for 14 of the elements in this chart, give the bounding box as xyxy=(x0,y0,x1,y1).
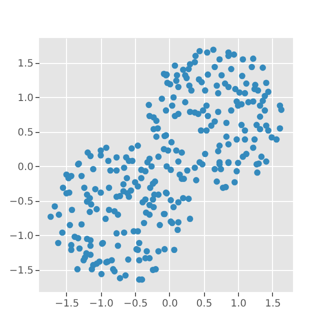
y-tick-label: 1.5 xyxy=(18,58,34,70)
x-tick-label: 1.0 xyxy=(230,298,247,310)
x-tick-label: 0.5 xyxy=(196,298,212,310)
y-tick-label: 0.0 xyxy=(18,162,34,173)
x-tick-label: 0.0 xyxy=(162,298,178,310)
x-tick-label: −0.5 xyxy=(123,298,148,310)
y-tick-label: −0.5 xyxy=(9,196,34,208)
y-tick-label: 0.5 xyxy=(18,127,34,138)
y-tick-label: −1.5 xyxy=(9,265,34,276)
y-tick-label: 1.0 xyxy=(18,92,34,104)
x-tick-label: −1.5 xyxy=(54,298,80,310)
x-tick-label: −1.0 xyxy=(89,298,114,310)
y-tick-label: −1.0 xyxy=(9,230,34,242)
x-tick-label: 1.5 xyxy=(264,298,281,310)
